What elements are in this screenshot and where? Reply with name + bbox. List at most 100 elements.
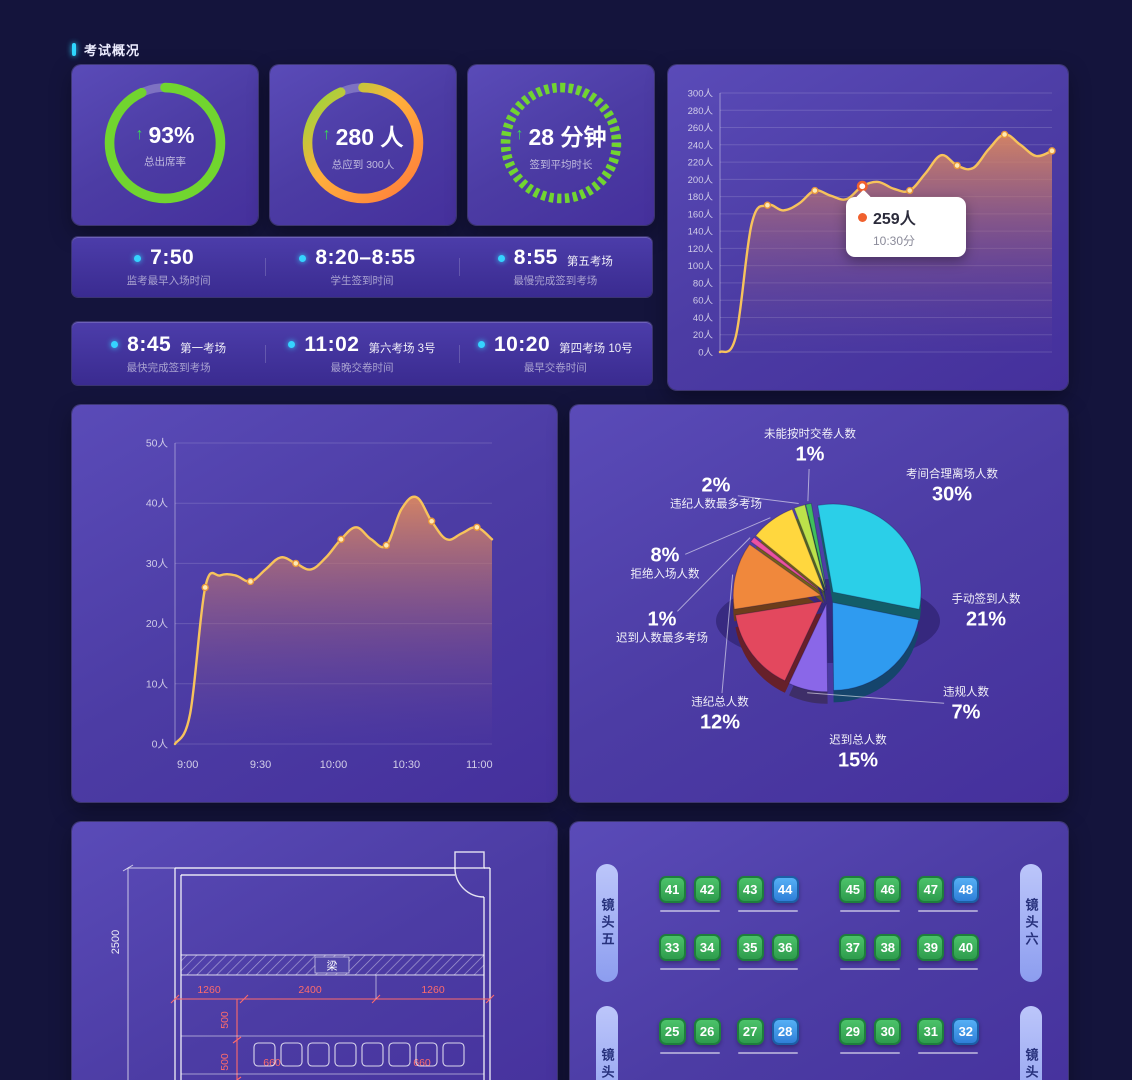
camera-label-bar: 镜头 <box>1019 1006 1042 1080</box>
page-title: 考试概况 <box>84 43 141 58</box>
tooltip-value: 259人 <box>873 211 916 228</box>
seat-map-panel: 镜头五 41 42 43 44 33 34 35 36 45 46 47 48 37 38 39 40 镜头六镜头… <box>570 822 1068 1080</box>
time-stat: 8:45 第一考场 最快完成签到考场 <box>72 333 265 375</box>
seat[interactable]: 42 <box>693 876 721 903</box>
stat-label: 总应到 300人 <box>331 159 395 171</box>
seat-block: 25 26 27 28 <box>658 1018 799 1076</box>
pie-slice[interactable] <box>788 603 829 693</box>
camera-label-bar: 镜头六 <box>1019 864 1042 982</box>
camera-label-bar: 镜头五 <box>596 864 618 982</box>
dim-label-h: 1260 <box>421 984 445 996</box>
pie-slice[interactable] <box>817 503 922 610</box>
up-arrow-icon: ↑ <box>322 126 331 143</box>
seat[interactable]: 28 <box>771 1018 799 1045</box>
seat[interactable]: 44 <box>771 876 799 903</box>
seat[interactable]: 29 <box>839 1018 867 1045</box>
svg-text:40人: 40人 <box>146 498 169 510</box>
svg-text:140人: 140人 <box>688 227 714 238</box>
up-arrow-icon: ↑ <box>135 126 144 143</box>
pie-slice[interactable] <box>831 601 920 691</box>
seat[interactable]: 38 <box>874 934 902 961</box>
seat[interactable]: 32 <box>952 1018 980 1045</box>
dim-label-h: 2400 <box>298 984 322 996</box>
dim-label-h: 1260 <box>197 984 221 996</box>
progress-ring <box>302 82 424 204</box>
svg-text:10人: 10人 <box>146 678 169 690</box>
time-suffix: 第四考场 10号 <box>559 342 633 355</box>
time-suffix: 第六考场 3号 <box>368 342 436 355</box>
seat[interactable]: 26 <box>693 1018 721 1045</box>
seat[interactable]: 45 <box>839 876 867 903</box>
seat[interactable]: 33 <box>658 934 686 961</box>
floor-plan-panel: 梁 2500 1260 2400 1260 500 50 <box>72 822 557 1080</box>
time-label: 最快完成签到考场 <box>126 361 211 374</box>
pie-slice[interactable] <box>805 502 828 591</box>
seat[interactable]: 40 <box>952 934 980 961</box>
pie-slice[interactable] <box>754 508 826 593</box>
pie-chart[interactable] <box>570 405 1068 802</box>
time-value: 8:45 <box>127 332 172 356</box>
chair-icons <box>253 1042 465 1067</box>
svg-text:220人: 220人 <box>688 158 714 169</box>
svg-text:9:30: 9:30 <box>250 759 271 771</box>
time-value: 8:55 <box>513 246 558 269</box>
time-stat: 7:50 监考最早入场时间 <box>72 246 265 288</box>
seat[interactable]: 41 <box>658 876 686 903</box>
pie-slice[interactable] <box>732 543 823 610</box>
seat[interactable]: 30 <box>874 1018 902 1045</box>
pie-slice[interactable] <box>734 600 824 682</box>
svg-text:240人: 240人 <box>688 140 714 151</box>
bullet-dot-icon <box>477 341 485 348</box>
seat[interactable]: 27 <box>736 1018 764 1045</box>
svg-text:200人: 200人 <box>688 175 714 186</box>
svg-text:20人: 20人 <box>693 330 714 341</box>
seat[interactable]: 47 <box>917 876 945 903</box>
seat[interactable]: 35 <box>736 934 764 961</box>
pie-slice[interactable] <box>793 504 827 591</box>
svg-text:40人: 40人 <box>693 313 714 324</box>
walls <box>174 851 491 1080</box>
seat[interactable]: 46 <box>874 876 902 903</box>
svg-text:260人: 260人 <box>688 123 714 134</box>
tooltip-time: 10:30分 <box>873 234 916 248</box>
red-dimension-lines <box>170 975 495 1080</box>
svg-text:30人: 30人 <box>146 558 169 570</box>
dim-label-v: 500 <box>219 1011 231 1029</box>
progress-ring <box>500 82 622 204</box>
stat-card-signed-in: ↑ 280 人 总应到 300人 <box>270 65 456 225</box>
seat[interactable]: 31 <box>917 1018 945 1045</box>
time-strip-1: 7:50 监考最早入场时间 8:20–8:55 学生签到时间 8:55 第五考场… <box>72 237 652 297</box>
time-stat: 10:20 第四考场 10号 最早交卷时间 <box>458 332 652 375</box>
seat[interactable]: 48 <box>952 876 980 903</box>
bullet-dot-icon <box>288 341 296 348</box>
signin-trend-chart[interactable]: 0人 10人 20人 30人 40人 50人 9:00 9:30 10:00 10:30 11:00 <box>72 405 557 802</box>
time-suffix: 第一考场 <box>180 342 227 355</box>
svg-text:0人: 0人 <box>152 739 169 751</box>
seat[interactable]: 37 <box>839 934 867 961</box>
header-bullet-icon <box>72 43 76 56</box>
time-value: 10:20 <box>493 332 551 356</box>
stat-value-text: 280 人 <box>335 124 404 150</box>
bullet-dot-icon <box>111 341 119 348</box>
beam-label: 梁 <box>327 959 338 973</box>
time-stat: 11:02 第六考场 3号 最晚交卷时间 <box>265 333 458 375</box>
seat[interactable]: 43 <box>736 876 764 903</box>
svg-text:50人: 50人 <box>146 438 169 450</box>
stat-value-text: 93% <box>148 121 195 148</box>
seat[interactable]: 36 <box>771 934 799 961</box>
dim-label-row: 660 <box>263 1057 281 1069</box>
pie-slice[interactable] <box>749 536 823 594</box>
seat[interactable]: 25 <box>658 1018 686 1045</box>
seat[interactable]: 39 <box>917 934 945 961</box>
seat[interactable]: 34 <box>693 934 721 961</box>
time-label: 最早交卷时间 <box>523 361 587 374</box>
stat-card-attendance-rate: ↑ 93% 总出席率 <box>72 65 258 225</box>
stat-body: ↑ 28 分钟 签到平均时长 <box>468 65 654 225</box>
time-label: 监考最早入场时间 <box>126 275 211 287</box>
svg-text:11:00: 11:00 <box>466 759 493 771</box>
section-header: 考试概况 <box>72 40 140 59</box>
svg-text:9:00: 9:00 <box>177 759 198 771</box>
time-value: 8:20–8:55 <box>315 246 416 269</box>
floor-plan-drawing: 梁 2500 1260 2400 1260 500 50 <box>110 851 495 1080</box>
